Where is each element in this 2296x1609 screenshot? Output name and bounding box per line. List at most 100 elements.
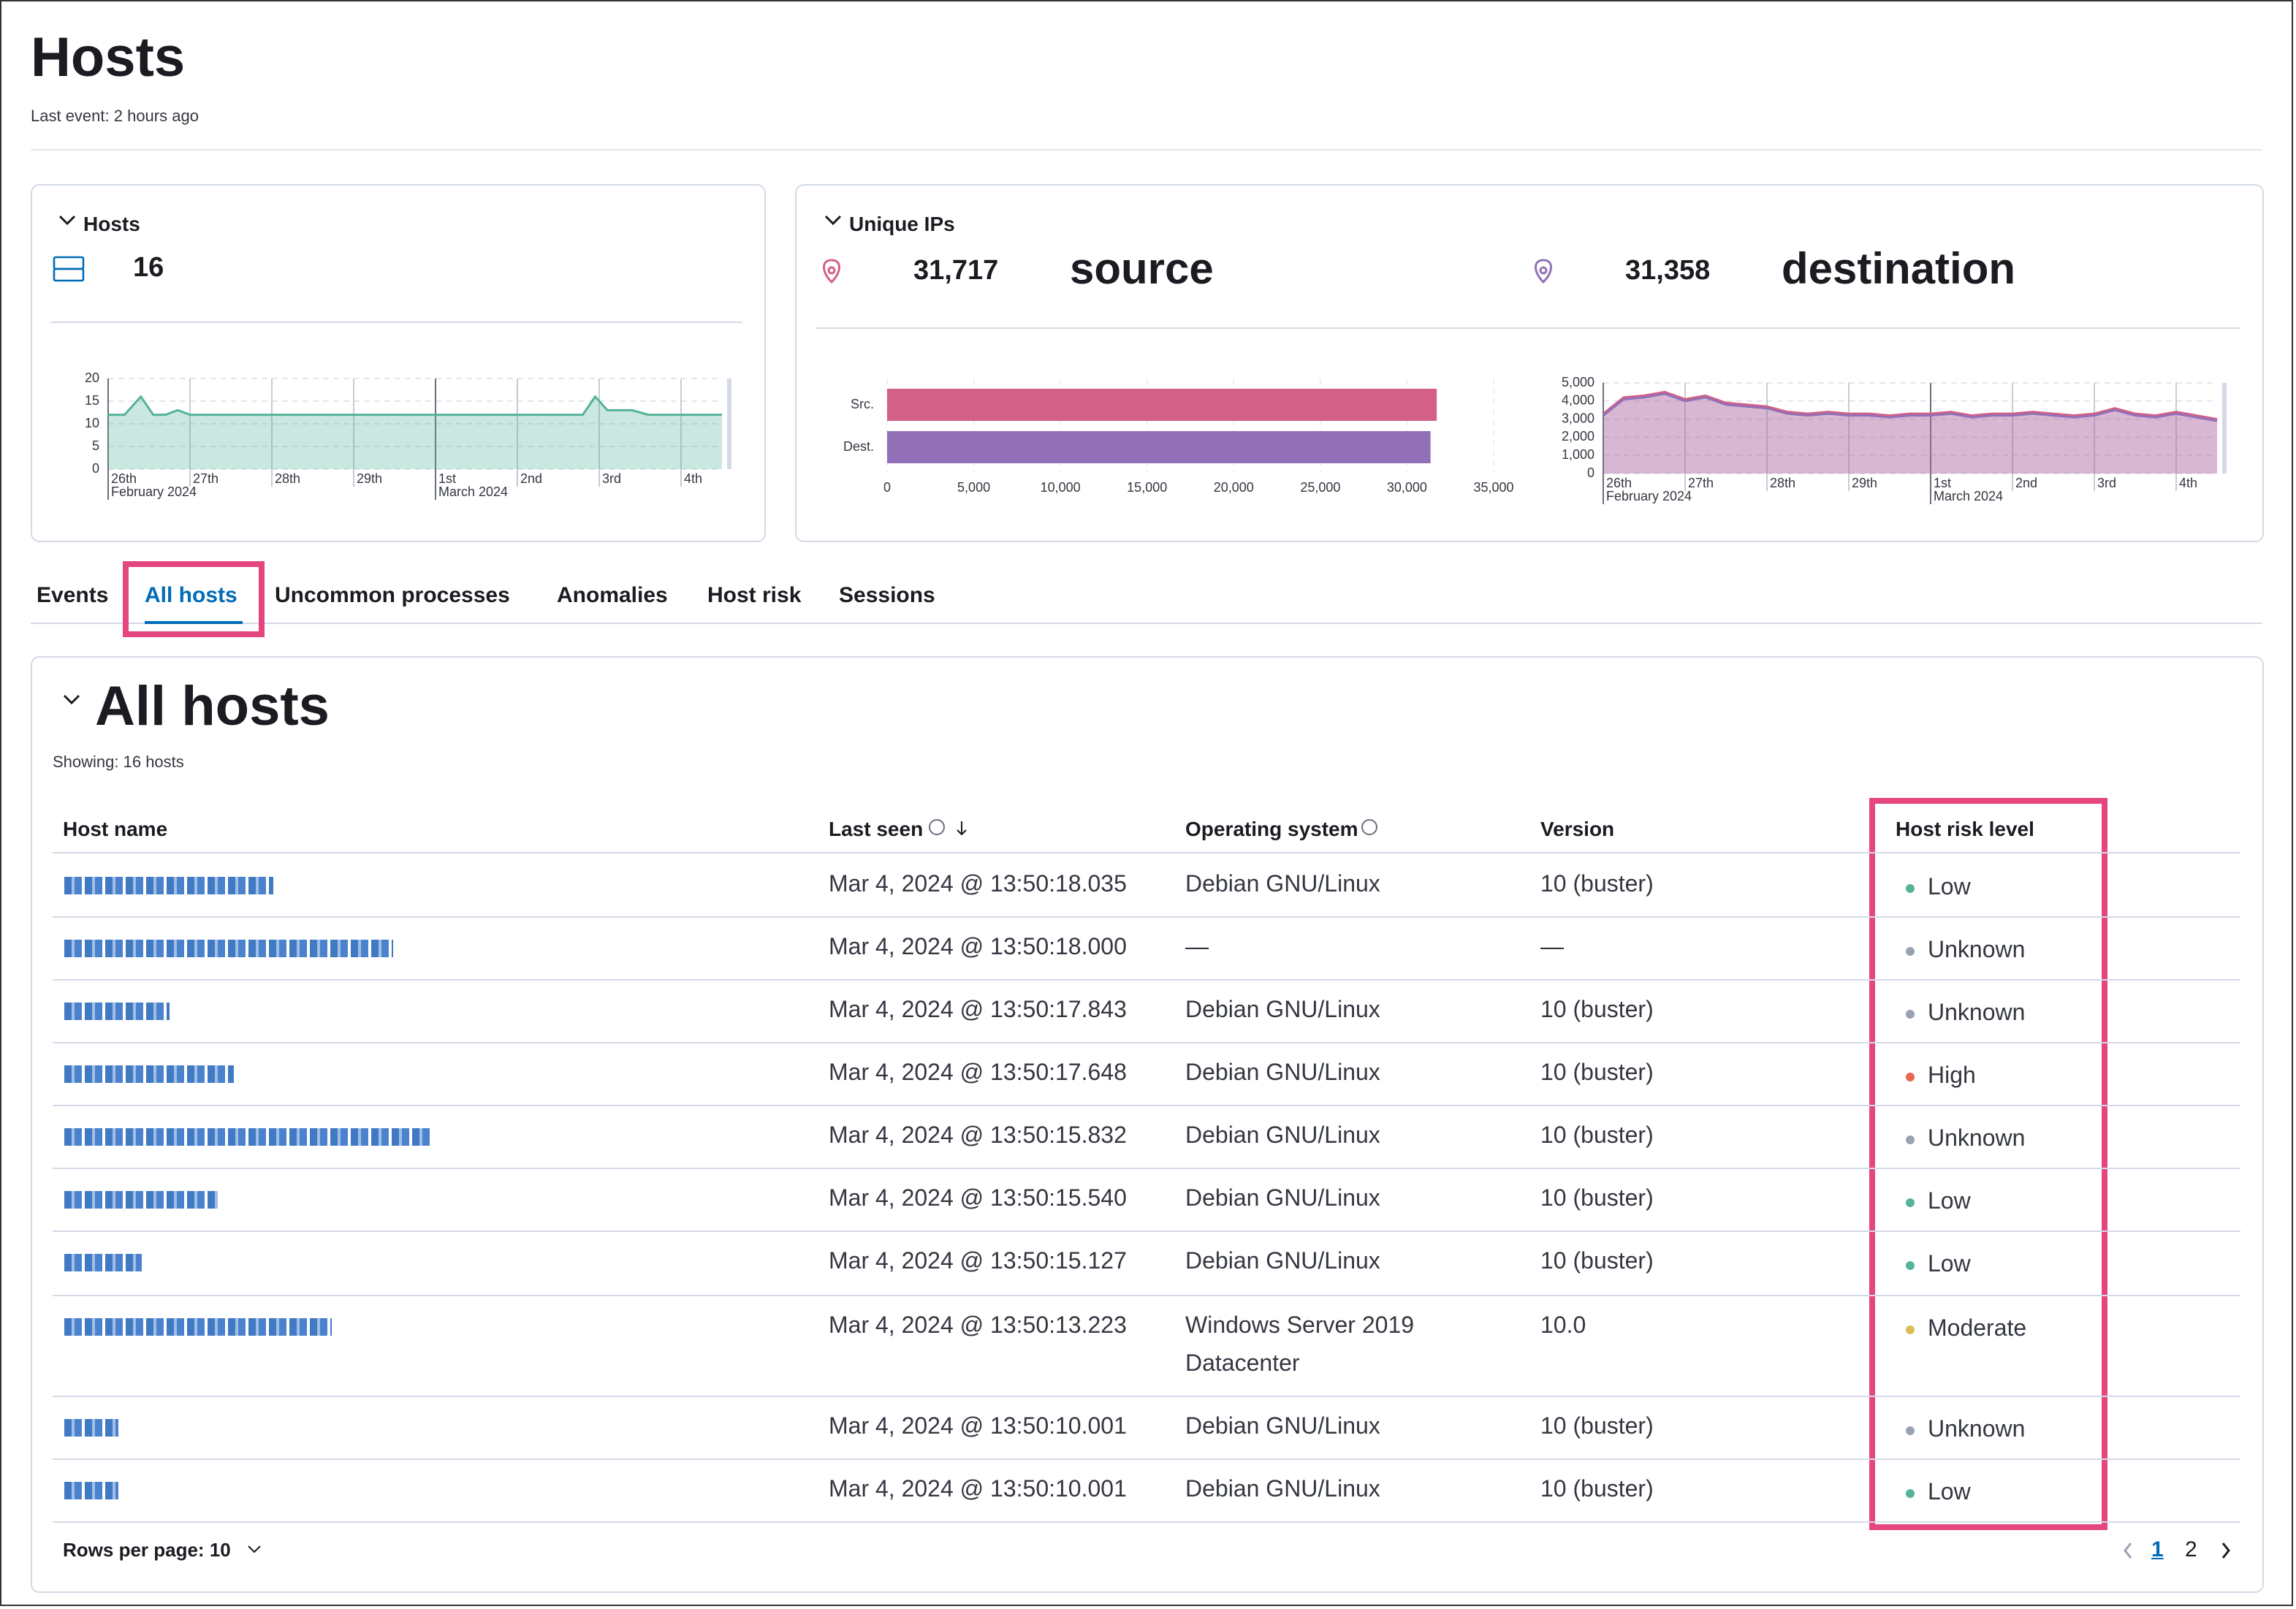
risk-dot [1906,884,1915,893]
host-link[interactable] [64,1191,218,1209]
last-seen: Mar 4, 2024 @ 13:50:18.035 [829,872,1127,897]
x-tick-label: 29th [1852,476,1877,490]
collapse-icon[interactable] [63,694,80,705]
y-tick-label: 2,000 [1562,429,1594,444]
host-link[interactable] [64,1482,118,1499]
tab[interactable]: Sessions [839,583,935,608]
panel-title: Unique IPs [849,212,955,235]
x-tick-label: 35,000 [1473,480,1513,495]
x-tick-label: 1st [438,471,456,486]
rows-per-page[interactable]: Rows per page: 10 [63,1539,231,1561]
row-border [53,1396,2240,1397]
host-link[interactable] [64,1419,118,1437]
operating-system: Debian GNU/Linux [1185,998,1380,1023]
prev-page[interactable] [2124,1543,2132,1559]
risk-dot [1906,1325,1915,1334]
x-tick-label: 3rd [602,471,621,486]
next-page[interactable] [2221,1543,2230,1559]
y-tick-label: 20 [85,370,99,385]
y-tick-label: 5 [92,438,99,453]
collapse-icon[interactable] [824,215,842,226]
risk-level: Unknown [1928,938,2026,963]
area-line [1603,390,2218,421]
host-icon [53,256,85,282]
y-tick-label: 5,000 [1562,375,1594,389]
host-link[interactable] [64,1318,332,1336]
pin-icon [823,259,840,284]
collapse-icon[interactable] [58,215,76,226]
area-fill [108,396,722,469]
x-tick-label: 28th [275,471,300,486]
month-label: February 2024 [111,484,197,499]
host-link[interactable] [64,1065,234,1083]
column-header[interactable]: Host risk level [1896,817,2034,840]
last-seen: Mar 4, 2024 @ 13:50:15.832 [829,1124,1127,1149]
host-link[interactable] [64,1003,170,1020]
table-subtitle: Showing: 16 hosts [53,754,184,772]
divider [816,327,2240,329]
y-tick-label: 0 [92,461,99,476]
kpi-value: 31,717 [913,256,999,286]
area-fill [1603,393,2217,473]
x-tick-label: 25,000 [1300,480,1340,495]
page-number[interactable]: 1 [2151,1537,2164,1562]
column-header[interactable]: Last seen [829,817,924,840]
x-tick-label: 26th [1606,476,1632,490]
x-tick-label: 3rd [2097,476,2116,490]
host-link[interactable] [64,877,273,894]
row-border [53,1230,2240,1232]
column-header[interactable]: Version [1540,817,1615,840]
row-border [53,979,2240,981]
host-link[interactable] [64,1128,430,1146]
version: 10 (buster) [1540,1187,1654,1211]
version: 10.0 [1540,1314,1586,1339]
tab[interactable]: Host risk [707,583,802,608]
page-title: Hosts [31,28,186,89]
risk-dot [1906,1010,1915,1019]
tabs-divider [31,623,2262,624]
tab[interactable]: Anomalies [557,583,668,608]
month-label: March 2024 [438,484,508,499]
tab[interactable]: Events [37,583,109,608]
x-tick-label: 26th [111,471,137,486]
area-line [1603,392,2218,422]
x-tick-label: 27th [1688,476,1714,490]
last-seen: Mar 4, 2024 @ 13:50:15.127 [829,1249,1127,1274]
risk-level: High [1928,1064,1976,1089]
divider [31,149,2262,151]
tab[interactable]: Uncommon processes [275,583,510,608]
area-fill [1603,392,2217,473]
highlight-box [123,561,265,637]
y-tick-label: 0 [1587,465,1594,480]
last-seen: Mar 4, 2024 @ 13:50:13.223 [829,1314,1127,1339]
kpi-value: 31,358 [1625,256,1711,286]
table-title: All hosts [95,677,330,738]
y-tick-label: 10 [85,416,99,430]
version: 10 (buster) [1540,1249,1654,1274]
divider [51,322,742,323]
page-number[interactable]: 2 [2185,1537,2197,1562]
highlight-box [1869,798,2107,1530]
risk-dot [1906,1073,1915,1081]
version: 10 (buster) [1540,1415,1654,1439]
x-tick-label: 2nd [2015,476,2037,490]
risk-level: Low [1928,875,1971,900]
operating-system: Debian GNU/Linux [1185,1249,1380,1274]
x-tick-label: 10,000 [1041,480,1081,495]
dropdown-icon[interactable] [248,1545,261,1553]
row-border [53,916,2240,918]
column-header[interactable]: Operating system [1185,817,1358,840]
sort-icon[interactable] [957,821,967,836]
operating-system: Debian GNU/Linux [1185,1124,1380,1149]
risk-level: Low [1928,1252,1971,1277]
x-tick-label: 27th [193,471,218,486]
row-border [53,1042,2240,1043]
host-link[interactable] [64,940,393,957]
area-line [108,395,722,416]
month-label: March 2024 [1934,489,2003,503]
last-seen: Mar 4, 2024 @ 13:50:18.000 [829,935,1127,960]
tab[interactable]: All hosts [145,583,237,608]
x-tick-label: 1st [1934,476,1951,490]
host-link[interactable] [64,1254,142,1271]
